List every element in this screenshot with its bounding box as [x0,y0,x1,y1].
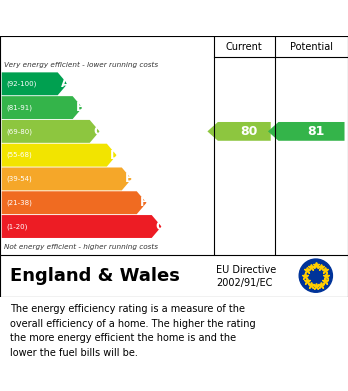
Text: 2002/91/EC: 2002/91/EC [216,278,272,288]
Polygon shape [2,120,100,143]
Text: England & Wales: England & Wales [10,267,180,285]
Text: (1-20): (1-20) [6,223,27,230]
Polygon shape [2,167,132,190]
Text: D: D [110,149,120,161]
Text: Very energy efficient - lower running costs: Very energy efficient - lower running co… [4,61,158,68]
Text: Not energy efficient - higher running costs: Not energy efficient - higher running co… [4,244,158,250]
Text: 80: 80 [240,125,257,138]
Polygon shape [2,191,147,214]
Polygon shape [207,122,271,141]
Text: (92-100): (92-100) [6,81,37,87]
Polygon shape [2,96,82,119]
Text: E: E [125,172,133,185]
Text: B: B [76,101,85,114]
Polygon shape [2,72,68,95]
Text: G: G [155,220,165,233]
Text: C: C [93,125,102,138]
Text: (81-91): (81-91) [6,104,32,111]
Text: EU Directive: EU Directive [216,265,276,275]
Text: (69-80): (69-80) [6,128,32,135]
Text: 81: 81 [307,125,324,138]
Text: Energy Efficiency Rating: Energy Efficiency Rating [10,9,239,27]
Text: A: A [61,77,70,90]
Polygon shape [268,122,345,141]
Text: (21-38): (21-38) [6,199,32,206]
Polygon shape [2,215,161,238]
Text: Current: Current [226,41,263,52]
Polygon shape [2,144,117,167]
Text: Potential: Potential [290,41,333,52]
Text: (39-54): (39-54) [6,176,32,182]
Text: (55-68): (55-68) [6,152,32,158]
Text: The energy efficiency rating is a measure of the
overall efficiency of a home. T: The energy efficiency rating is a measur… [10,304,256,357]
Circle shape [299,259,332,292]
Text: F: F [140,196,148,209]
